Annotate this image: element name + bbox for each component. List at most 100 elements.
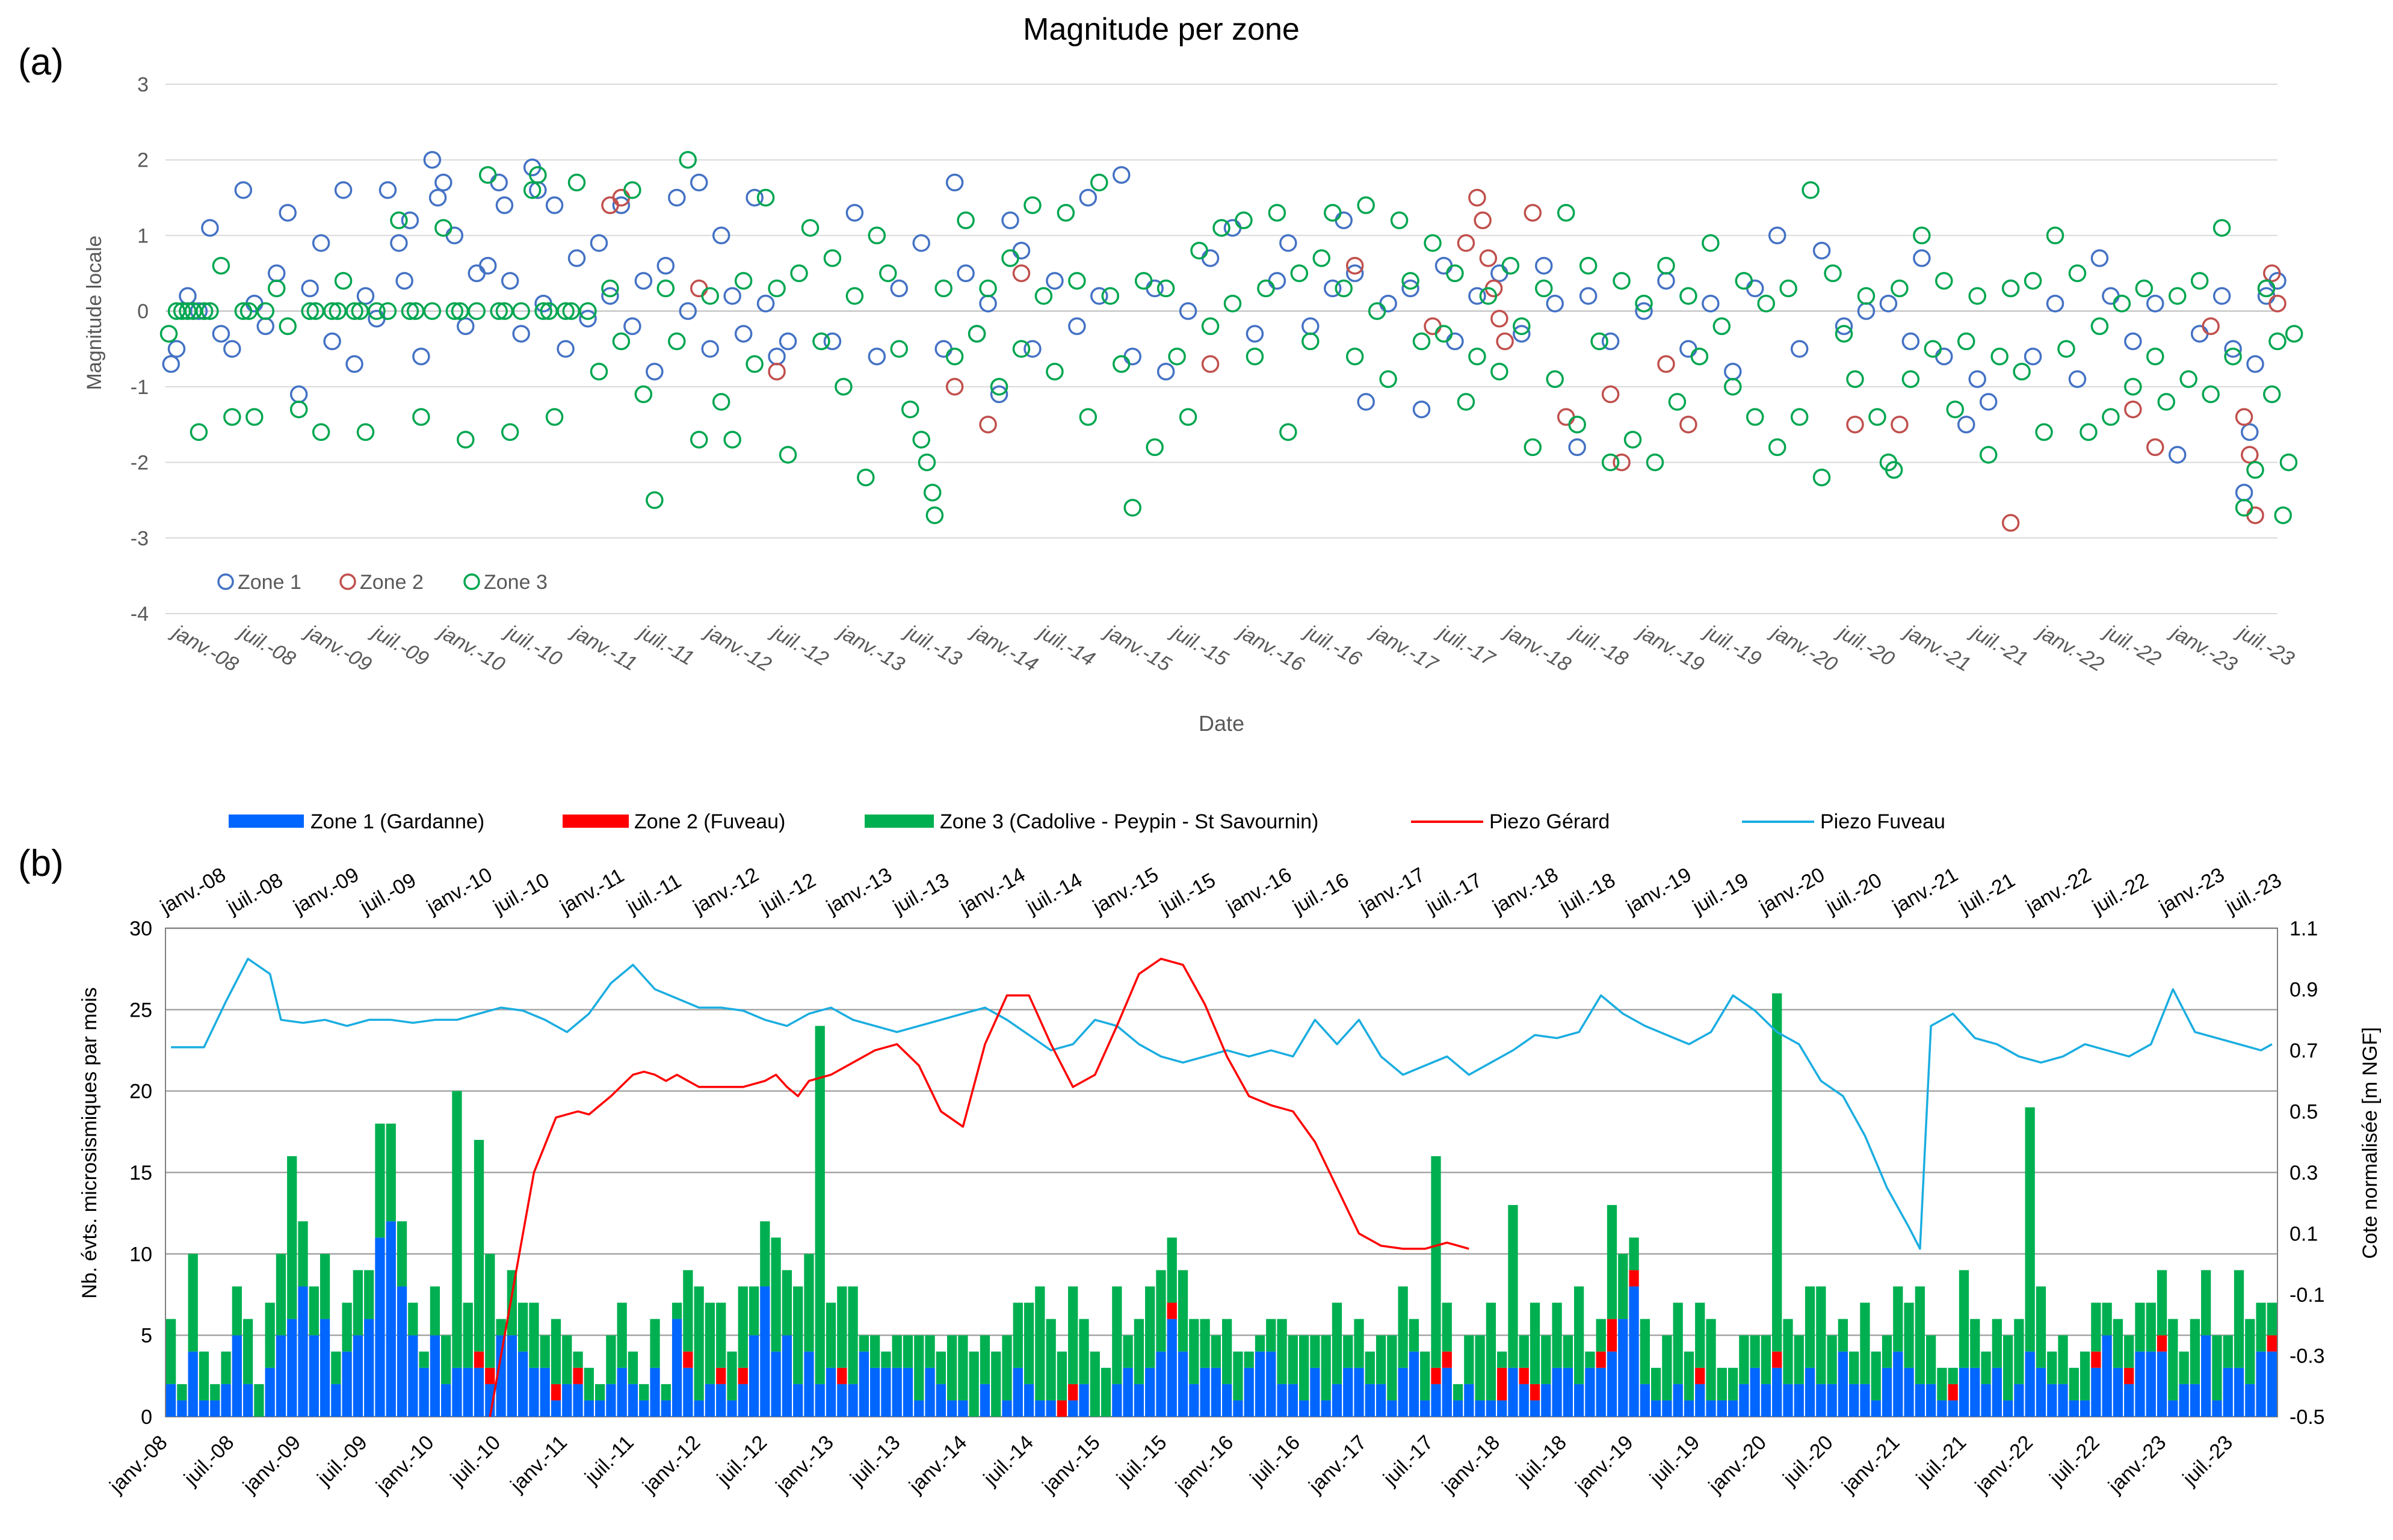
data-point-zone-3	[1223, 294, 1242, 313]
bar-zone2	[1596, 1351, 1606, 1368]
data-point-zone-3	[529, 166, 547, 184]
x-tick-label: juil.-15	[1166, 620, 1232, 671]
data-point-zone-3	[223, 408, 241, 426]
bar-zone3	[2025, 1107, 2035, 1352]
bar-zone3	[650, 1319, 660, 1368]
data-point-zone-1	[756, 294, 775, 313]
data-point-zone-1	[2068, 370, 2087, 389]
data-point-zone-3	[801, 219, 820, 237]
y-right-tick-label: 0.3	[2290, 1162, 2318, 1184]
data-point-zone-3	[1768, 438, 1786, 457]
bar-zone1	[529, 1367, 539, 1417]
data-point-zone-1	[1301, 317, 1320, 336]
x-tick-label: janv.-14	[966, 620, 1042, 676]
data-point-zone-1	[1079, 188, 1098, 207]
data-point-zone-3	[934, 279, 953, 298]
data-point-zone-3	[1312, 249, 1331, 267]
data-point-zone-1	[162, 355, 180, 373]
data-point-zone-1	[690, 173, 708, 192]
bar-zone1	[1981, 1384, 1991, 1417]
bar-zone3	[815, 1026, 825, 1384]
bar-zone3	[1442, 1302, 1452, 1352]
bar-zone3	[1244, 1351, 1254, 1368]
data-point-zone-3	[523, 181, 542, 199]
bar-zone1	[1200, 1367, 1210, 1417]
data-point-zone-1	[1534, 256, 1553, 275]
x-bottom-tick-label: juil.-16	[1246, 1431, 1305, 1490]
bar-zone1	[1904, 1367, 1914, 1417]
y-tick-label: -1	[131, 376, 149, 399]
data-point-zone-1	[1246, 325, 1264, 343]
bar-zone3	[870, 1335, 880, 1368]
data-point-zone-1	[679, 302, 697, 320]
data-point-zone-1	[1657, 272, 1675, 290]
data-point-zone-3	[2235, 499, 2253, 517]
bar-zone3	[2113, 1319, 2123, 1368]
data-point-zone-3	[1046, 362, 1064, 381]
y-tick-label: 0	[137, 300, 149, 323]
bar-zone1	[705, 1384, 715, 1417]
data-point-zone-1	[501, 272, 519, 290]
data-point-zone-3	[1623, 431, 1642, 449]
x-tick-label: janv.-11	[567, 620, 641, 676]
data-point-zone-2	[1468, 188, 1486, 207]
data-point-zone-1	[1968, 370, 1986, 389]
x-bottom-tick-label: juil.-14	[979, 1431, 1038, 1490]
bar-zone1	[331, 1384, 341, 1417]
bar-zone3	[1145, 1286, 1155, 1368]
bar-zone3	[991, 1351, 1001, 1417]
bar-zone3	[914, 1335, 924, 1400]
bar-zone2	[1068, 1384, 1078, 1400]
bar-zone2	[1431, 1367, 1441, 1384]
y-right-tick-label: 1.1	[2290, 917, 2318, 940]
legend-piezo-gerard-label: Piezo Gérard	[1489, 810, 1610, 833]
bar-zone1	[1123, 1367, 1133, 1417]
data-point-zone-1	[401, 211, 419, 230]
bar-zone1	[925, 1367, 935, 1417]
bar-zone3	[2047, 1351, 2057, 1384]
data-point-zone-1	[990, 385, 1008, 404]
data-point-zone-3	[901, 400, 919, 419]
data-point-zone-2	[768, 362, 786, 381]
data-point-zone-3	[868, 226, 886, 245]
bar-zone3	[397, 1221, 407, 1287]
bar-zone3	[1673, 1302, 1683, 1384]
bar-zone2	[2157, 1335, 2167, 1352]
bar-zone3	[892, 1335, 902, 1368]
x-tick-label: janv.-19	[1632, 620, 1708, 676]
data-point-zone-3	[2146, 347, 2164, 366]
bar-zone3	[1288, 1335, 1298, 1384]
chart-a-gridlines	[165, 84, 2277, 614]
data-point-zone-3	[478, 166, 497, 184]
bar-zone1	[1508, 1367, 1518, 1417]
bar-zone2	[551, 1384, 561, 1400]
bar-zone3	[2146, 1302, 2156, 1352]
data-point-zone-3	[434, 219, 452, 237]
data-point-zone-1	[712, 226, 730, 245]
chart-b-y-axis-left-label: Nb. évts. microsismiques par mois	[78, 987, 101, 1299]
data-point-zone-3	[701, 287, 719, 305]
x-tick-label: janv.-18	[1499, 620, 1575, 676]
bar-zone1	[1079, 1384, 1089, 1417]
x-top-tick-label: janv.-21	[1888, 863, 1962, 919]
data-point-zone-1	[768, 347, 786, 366]
bar-zone3	[2069, 1367, 2079, 1400]
x-tick-label: juil.-22	[2099, 620, 2165, 671]
data-point-zone-3	[812, 332, 830, 351]
data-point-zone-1	[590, 234, 608, 252]
chart-a-legend: Zone 1 Zone 2 Zone 3	[217, 571, 548, 594]
bar-zone1	[1310, 1367, 1320, 1417]
bar-zone1	[716, 1384, 726, 1417]
bar-zone3	[1695, 1302, 1705, 1368]
data-point-zone-3	[2057, 340, 2075, 358]
data-point-zone-1	[1635, 302, 1653, 320]
data-point-zone-3	[2202, 385, 2220, 404]
data-point-zone-3	[1323, 203, 1342, 222]
bar-zone3	[2135, 1302, 2145, 1352]
bar-zone1	[1255, 1351, 1265, 1417]
x-bottom-tick-label: janv.-18	[1437, 1431, 1504, 1498]
bar-zone1	[1178, 1351, 1188, 1417]
bar-zone2	[2124, 1367, 2134, 1384]
data-point-zone-3	[2001, 279, 2020, 298]
